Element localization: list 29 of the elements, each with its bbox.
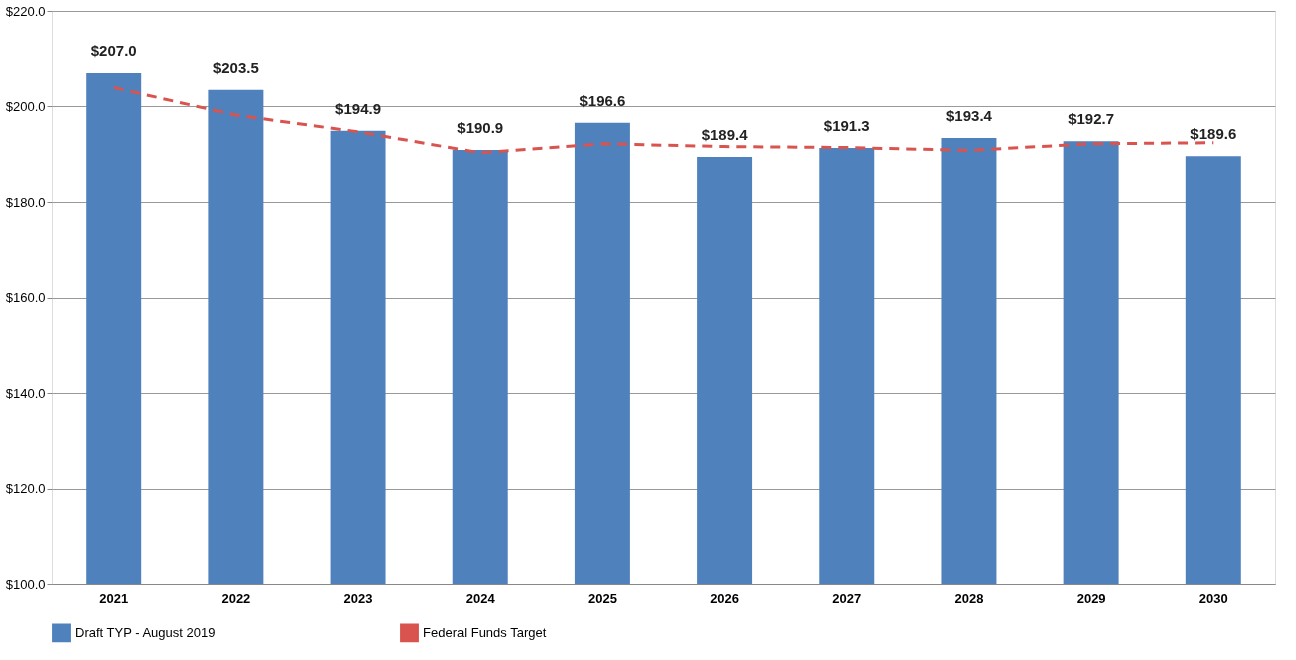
y-tick-label: $200.0 [5, 99, 46, 114]
x-tick-label: 2023 [343, 590, 373, 606]
x-tick-label: 2026 [710, 590, 740, 606]
y-tick-label: $120.0 [5, 481, 46, 496]
data-label: $192.7 [1068, 110, 1115, 128]
data-label: $194.9 [335, 99, 381, 117]
x-tick-label: 2028 [954, 590, 984, 606]
x-tick-label: 2029 [1076, 590, 1106, 606]
data-label: $189.4 [701, 126, 749, 144]
data-label: $196.6 [579, 91, 626, 109]
legend-label: Federal Funds Target [423, 624, 547, 640]
x-tick-label: 2030 [1198, 590, 1228, 606]
data-label: $190.9 [457, 118, 504, 136]
x-tick-label: 2024 [465, 590, 496, 606]
x-tick-label: 2025 [587, 590, 617, 606]
x-tick-label: 2027 [832, 590, 862, 606]
data-label: $207.0 [90, 42, 137, 60]
x-tick-label: 2022 [221, 590, 251, 606]
data-label: $189.6 [1190, 125, 1237, 143]
y-tick-label: $160.0 [5, 290, 46, 305]
y-tick-label: $100.0 [5, 576, 46, 592]
data-label: $203.5 [212, 58, 259, 76]
y-tick-label: $220.0 [5, 3, 46, 19]
y-tick-label: $180.0 [5, 194, 46, 210]
legend-label: Draft TYP - August 2019 [75, 624, 216, 640]
x-tick-label: 2021 [99, 590, 129, 606]
y-tick-label: $140.0 [5, 385, 46, 401]
data-label: $193.4 [946, 107, 993, 125]
data-label: $191.3 [823, 117, 870, 135]
